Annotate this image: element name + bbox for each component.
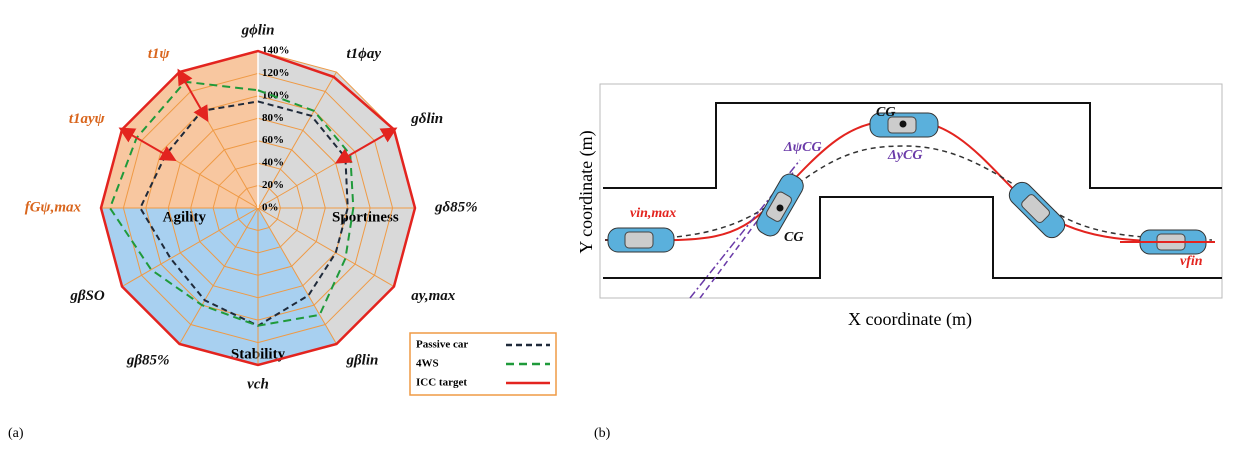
category-label: gδ85% bbox=[434, 199, 478, 215]
category-label: gϕlin bbox=[241, 22, 275, 38]
trajectory-diagram: Y coordinate (m) X coordinate (m) vin,ma… bbox=[576, 83, 1223, 330]
category-label: fGψ,max bbox=[25, 199, 82, 215]
radar-chart: Agility SportinessStability0%20%40%60%80%… bbox=[25, 22, 557, 396]
category-label: t1ψ bbox=[148, 46, 171, 62]
y-axis-label: Y coordinate (m) bbox=[576, 130, 597, 253]
delta-y-label: ΔyCG bbox=[887, 148, 922, 163]
spoke bbox=[121, 207, 259, 287]
category-label: t1ϕay bbox=[347, 46, 382, 62]
y-tick-label: 100% bbox=[262, 89, 290, 101]
car bbox=[1008, 181, 1066, 239]
spoke bbox=[257, 207, 337, 345]
category-label: gβSO bbox=[69, 288, 105, 304]
delta-psi-label: ΔψCG bbox=[783, 140, 822, 155]
legend-label: Passive car bbox=[416, 339, 468, 351]
legend-label: ICC target bbox=[416, 377, 467, 389]
velocity-label: vfin bbox=[1180, 254, 1203, 269]
spoke bbox=[257, 71, 337, 209]
category-label: ay,max bbox=[411, 288, 456, 304]
track-boundary bbox=[603, 196, 1222, 279]
y-tick-label: 0% bbox=[262, 202, 279, 214]
region-label: Sportiness bbox=[332, 209, 399, 225]
legend-box bbox=[409, 332, 557, 396]
region-label: Agility bbox=[163, 209, 207, 225]
category-label: vch bbox=[247, 376, 269, 392]
legend-label: 4WS bbox=[416, 358, 439, 370]
cg-label: CG bbox=[876, 105, 895, 120]
y-tick-label: 60% bbox=[262, 134, 284, 146]
y-tick-label: 120% bbox=[262, 67, 290, 79]
cg-label: CG bbox=[784, 230, 803, 245]
track-boundary bbox=[603, 102, 1222, 189]
y-tick-label: 80% bbox=[262, 112, 284, 124]
improvement-arrow bbox=[118, 127, 177, 161]
plot-frame bbox=[599, 83, 1223, 299]
category-label: gβlin bbox=[346, 353, 379, 369]
spoke bbox=[257, 207, 395, 287]
panel-label: (b) bbox=[594, 426, 611, 441]
category-label: t1ayψ bbox=[69, 111, 106, 127]
velocity-label: vin,max bbox=[630, 206, 676, 221]
category-label: gδlin bbox=[410, 111, 443, 127]
x-axis-label: X coordinate (m) bbox=[848, 309, 972, 330]
spoke bbox=[179, 207, 259, 345]
passive-path bbox=[604, 145, 1213, 241]
y-tick-label: 20% bbox=[262, 179, 284, 191]
car bbox=[607, 227, 675, 253]
icc-path bbox=[604, 118, 1213, 243]
improvement-arrow bbox=[334, 127, 398, 164]
y-tick-label: 40% bbox=[262, 157, 284, 169]
category-label: gβ85% bbox=[126, 353, 170, 369]
improvement-arrow bbox=[177, 68, 209, 123]
cg-point bbox=[899, 120, 907, 128]
region bbox=[101, 51, 258, 208]
panel-label: (a) bbox=[8, 426, 24, 441]
cg-point bbox=[776, 204, 784, 212]
